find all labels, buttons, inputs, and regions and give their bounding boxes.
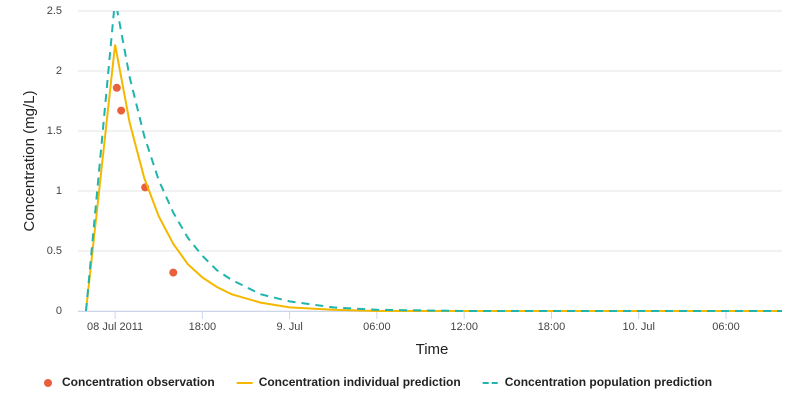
legend-marker [44,379,52,387]
legend-label: Concentration population prediction [505,375,712,389]
x-tick-label: 18:00 [189,321,217,333]
series-line [85,11,782,312]
data-point [169,268,178,277]
y-axis-title: Concentration (mg/L) [21,91,38,232]
y-tick-label: 1.5 [47,125,62,137]
y-tick-label: 2 [56,65,62,77]
data-point [112,83,121,92]
x-axis-title: Time [416,341,449,358]
y-tick-label: 2.5 [47,5,62,17]
legend: Concentration observation Concentration i… [44,375,712,389]
x-tick-label: 9. Jul [276,321,302,333]
y-tick-label: 0.5 [47,245,62,257]
y-tick-label: 1 [56,185,62,197]
grid: 0 0.5 1 1.5 2 2.5 08 Jul 2011 18:00 9. Jul 06:00 1… [47,5,782,333]
legend-label: Concentration observation [62,375,215,389]
data-point [117,106,126,115]
y-tick-label: 0 [56,305,62,317]
x-tick-label: 06:00 [712,321,740,333]
x-tick-label: 10. Jul [623,321,655,333]
x-tick-label: 06:00 [363,321,391,333]
legend-label: Concentration individual prediction [259,375,461,389]
x-tick-label: 12:00 [450,321,478,333]
plot-area [85,11,782,312]
x-tick-label: 08 Jul 2011 [87,321,143,333]
series-line [85,44,782,312]
x-tick-label: 18:00 [538,321,566,333]
